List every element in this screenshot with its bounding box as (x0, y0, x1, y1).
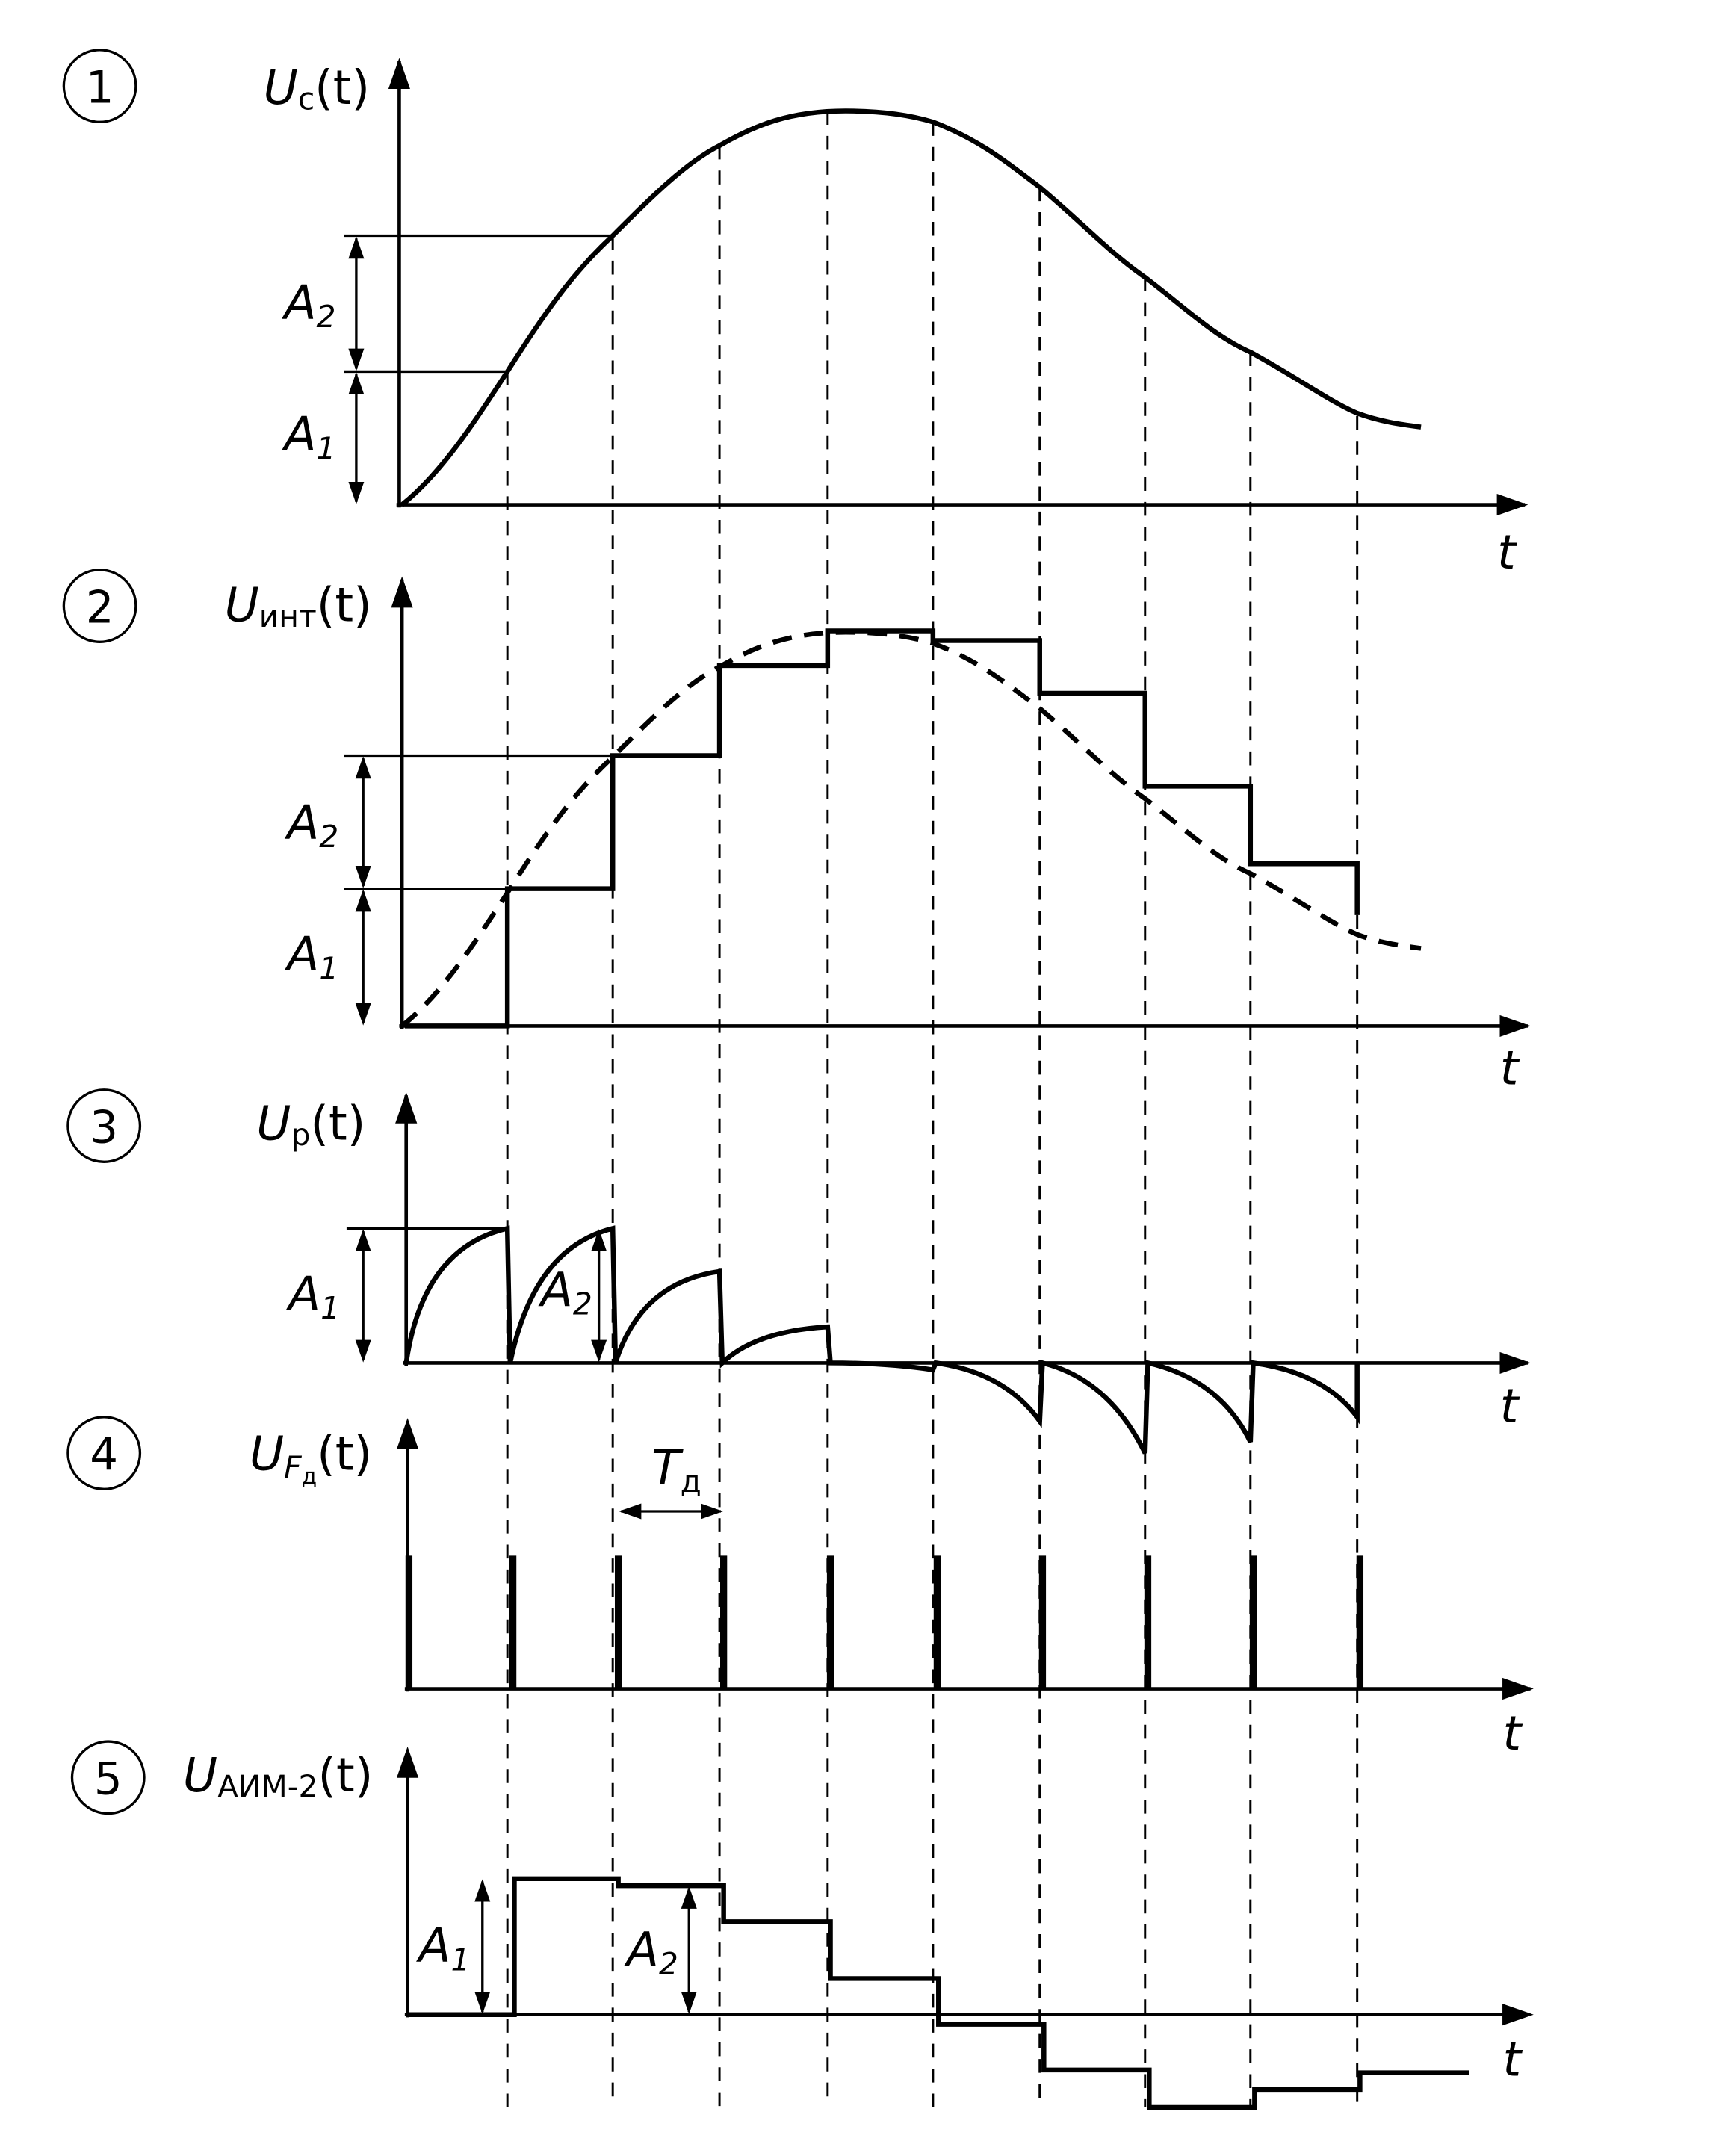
panel-number: 3 (90, 1102, 118, 1153)
label-part: A (624, 1922, 659, 1977)
label-part: д (681, 1463, 701, 1499)
label-part: U (264, 60, 298, 115)
label-part: (t) (318, 1747, 373, 1803)
label-part: инт (259, 598, 317, 634)
label-part: A (281, 275, 316, 330)
y-label: UАИМ-2(t) (183, 1747, 373, 1804)
level-label: A1 (415, 1918, 470, 1977)
label-part: A (284, 926, 319, 982)
panel-3: 3 Uр(t) t A1 A2 (66, 1088, 1531, 1455)
level-label: A2 (284, 795, 338, 855)
label-part: A (285, 1266, 320, 1322)
label-part: 2 (319, 819, 338, 855)
panel-number: 1 (86, 62, 114, 114)
label-part: U (250, 1425, 284, 1481)
x-label: t (1500, 1040, 1520, 1095)
y-label: Uc(t) (264, 60, 371, 117)
label-part: 1 (320, 1290, 340, 1326)
label-part: р (291, 1117, 310, 1153)
label-part: (t) (317, 1425, 372, 1481)
panel-number: 4 (90, 1429, 118, 1481)
label-part: 1 (451, 1942, 471, 1977)
level-label: A1 (285, 1266, 340, 1326)
panel-4: 4 UFд(t) t Tд (66, 1416, 1534, 1761)
label-part: F (284, 1449, 302, 1485)
label-part: (t) (310, 1096, 365, 1151)
x-label: t (1503, 2031, 1523, 2087)
panel-number: 2 (86, 582, 114, 634)
x-label: t (1500, 1378, 1520, 1434)
y-label: UFд(t) (250, 1425, 372, 1490)
level-label: A2 (538, 1262, 592, 1322)
label-part: A (538, 1262, 573, 1317)
label-part: A (415, 1918, 450, 1973)
label-part: T (651, 1440, 684, 1495)
level-label: A2 (281, 275, 335, 335)
level-label: A2 (624, 1922, 678, 1982)
label-part: 1 (319, 950, 338, 986)
label-part: АИМ-2 (217, 1768, 318, 1804)
label-part: 2 (317, 299, 336, 335)
label-part: 2 (573, 1286, 592, 1322)
level-label: A1 (284, 926, 338, 986)
panel-5: 5 UАИМ-2(t) t A1 A2 (70, 1740, 1534, 2110)
label-part: c (298, 81, 315, 117)
period-label: Tд (651, 1440, 701, 1499)
y-label: Uр(t) (256, 1096, 365, 1153)
label-part: U (183, 1747, 217, 1803)
label-part: (t) (315, 60, 370, 115)
x-label: t (1503, 1706, 1523, 1761)
level-label: A1 (281, 406, 335, 466)
label-part: U (256, 1096, 291, 1151)
label-part: д (302, 1463, 318, 1490)
panel-number: 5 (94, 1754, 123, 1806)
label-part: U (225, 577, 259, 632)
label-part: (t) (317, 577, 372, 632)
panel-1: 1 Uc(t) t A2 A1 (62, 49, 1528, 580)
label-part: A (284, 795, 319, 850)
x-label: t (1497, 524, 1517, 580)
y-label: Uинт(t) (225, 577, 372, 634)
sample-lines (506, 111, 1359, 2108)
label-part: 1 (317, 430, 336, 466)
label-part: 2 (659, 1946, 678, 1982)
panel-2: 2 Uинт(t) t A2 A1 (62, 569, 1531, 1095)
label-part: A (281, 406, 316, 462)
